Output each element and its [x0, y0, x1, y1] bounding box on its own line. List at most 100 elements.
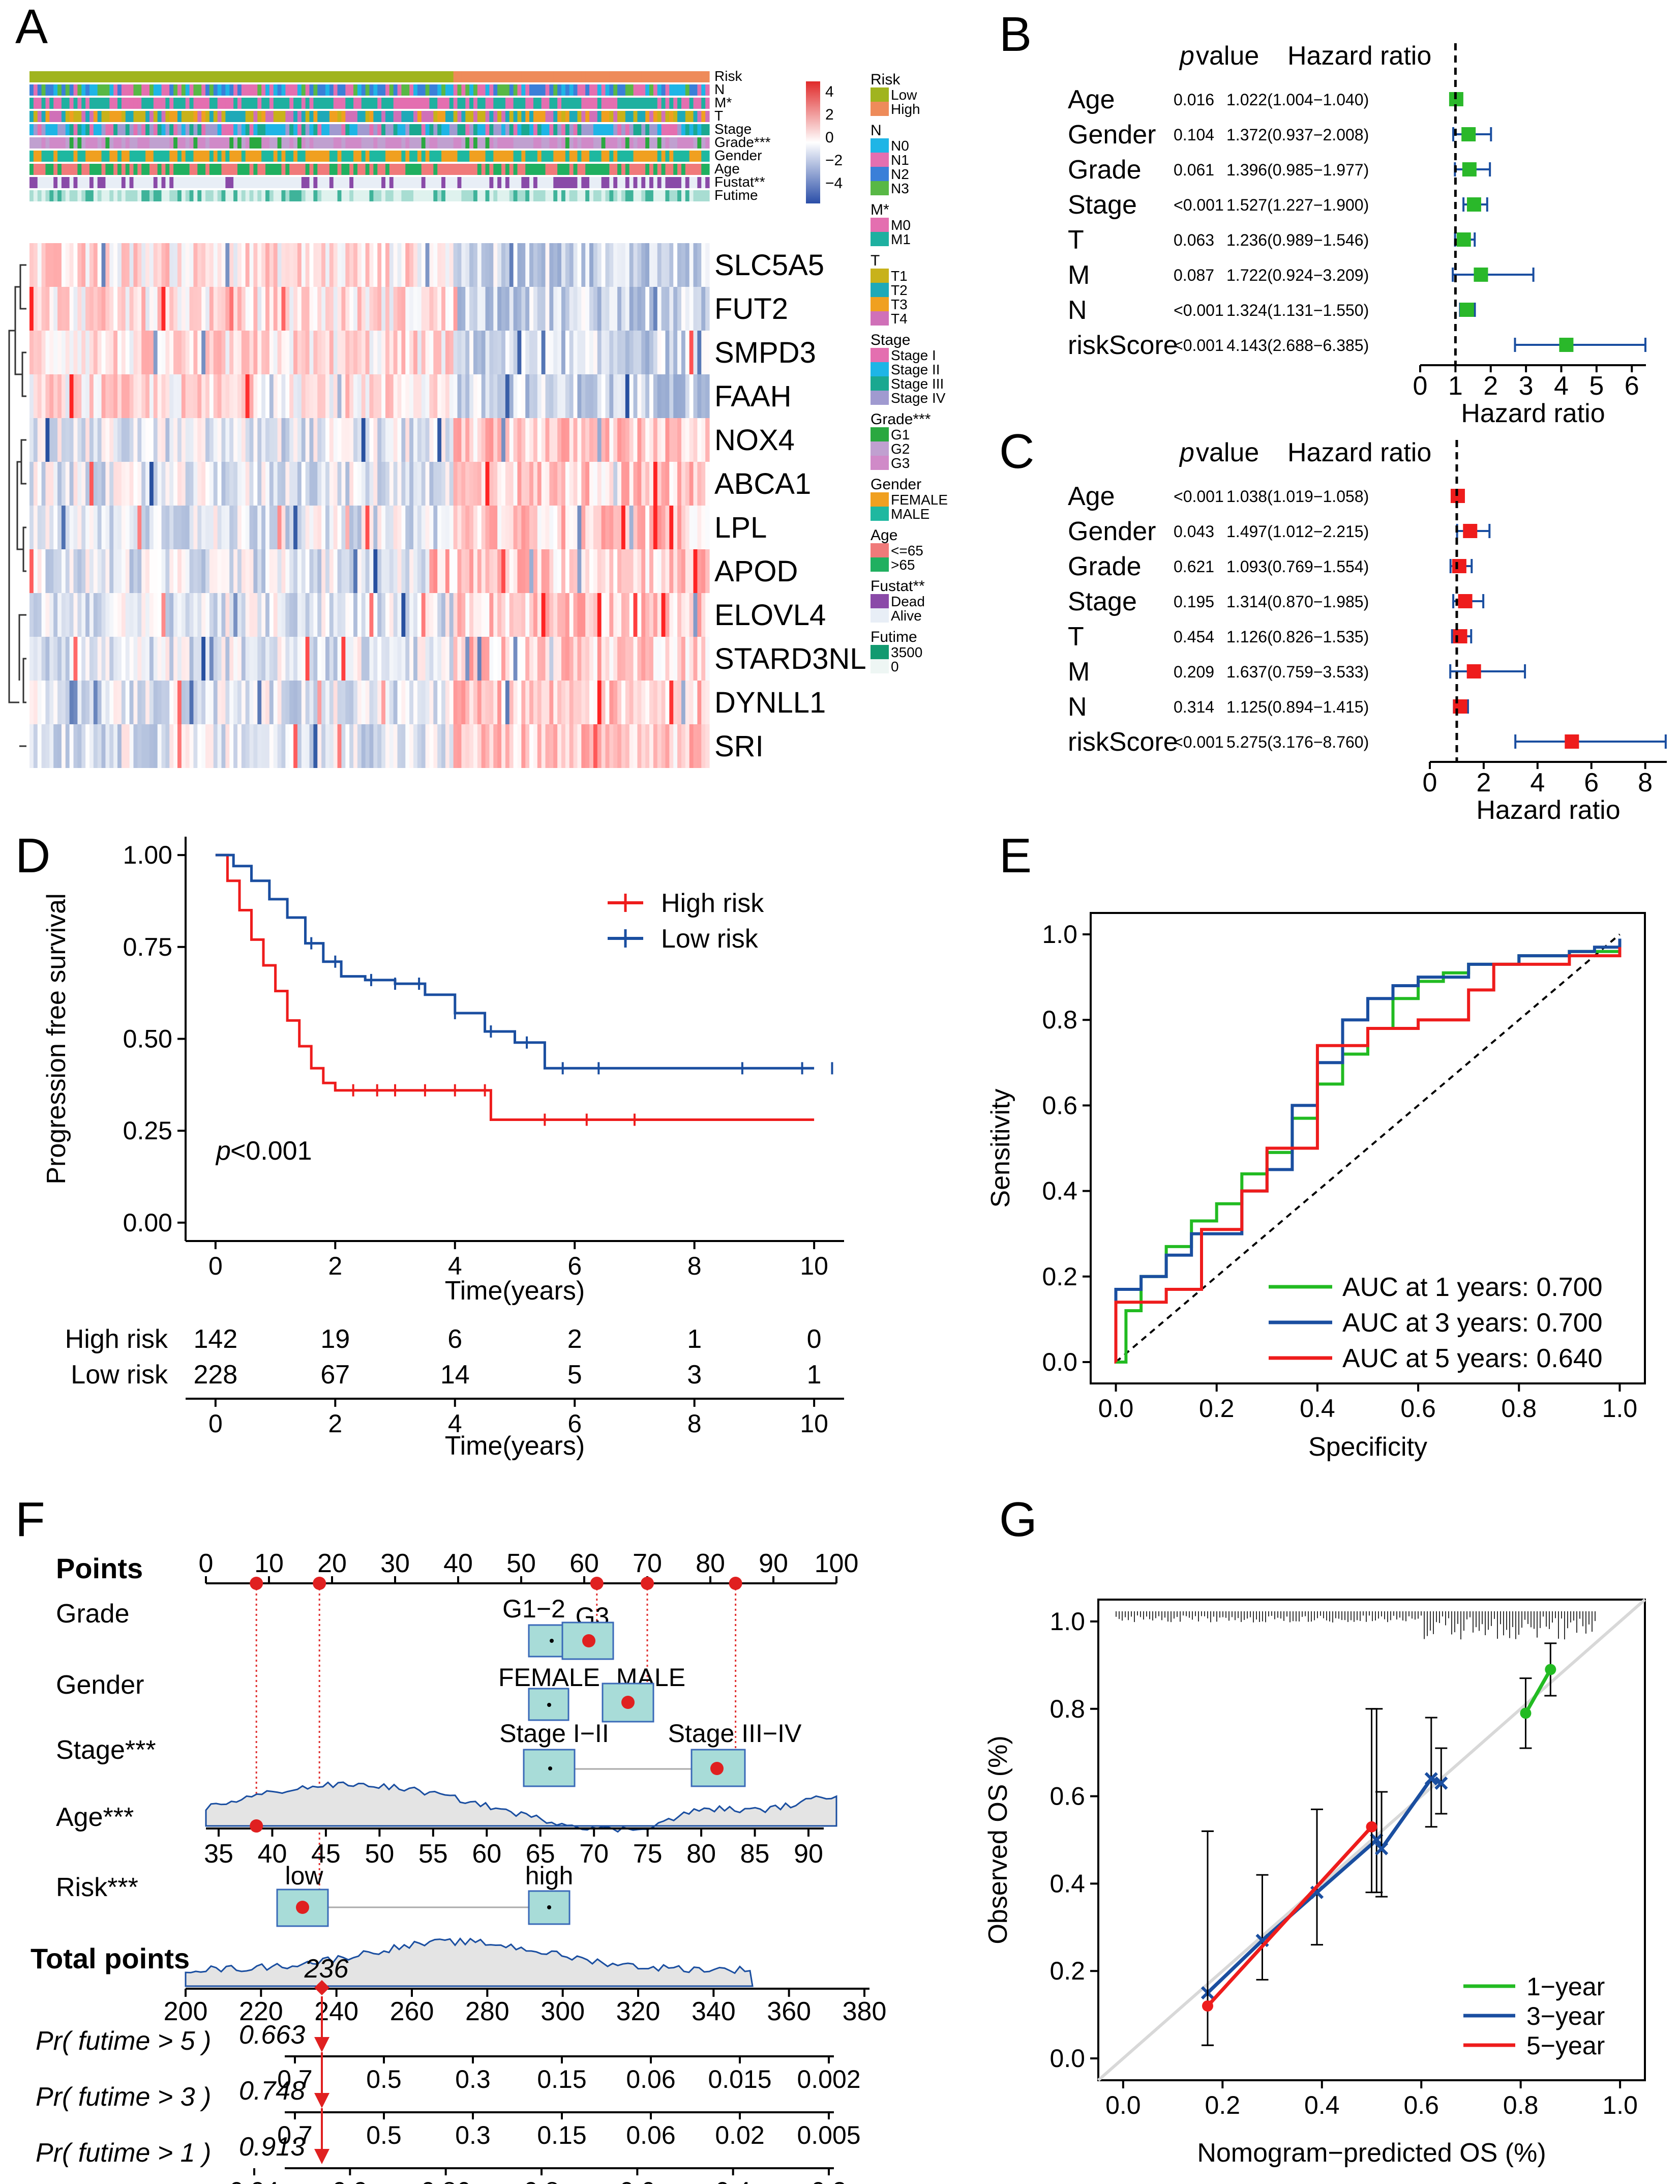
heatmap-cell — [93, 374, 98, 418]
heatmap-cell — [457, 462, 462, 506]
heatmap-cell — [341, 506, 346, 549]
row-hr-text: 1.372(0.937−2.008) — [1226, 126, 1369, 144]
annotation-cell — [549, 84, 554, 96]
annotation-cell — [697, 177, 702, 188]
annotation-cell — [581, 111, 586, 122]
heatmap-cell — [109, 462, 114, 506]
annotation-cell — [545, 151, 550, 162]
col-header-pvalue: value — [1196, 438, 1259, 467]
heatmap-cell — [105, 724, 110, 768]
heatmap-cell — [389, 374, 394, 418]
heatmap-cell — [401, 681, 406, 724]
heatmap-cell — [249, 374, 254, 418]
annotation-cell — [449, 190, 454, 201]
annotation-cell — [189, 151, 194, 162]
heatmap-cell — [357, 374, 362, 418]
heatmap-cell — [669, 681, 674, 724]
annotation-cell — [565, 177, 570, 188]
annotation-cell — [665, 190, 670, 201]
annotation-cell — [653, 71, 658, 82]
legend-label: Stage III — [891, 376, 944, 392]
annotation-cell — [429, 190, 434, 201]
annotation-cell — [473, 111, 478, 122]
annotation-cell — [209, 124, 214, 135]
heatmap-cell — [321, 331, 326, 374]
row-label: Grade — [56, 1599, 130, 1629]
annotation-cell — [277, 98, 282, 109]
heatmap-cell — [677, 681, 682, 724]
heatmap-cell — [597, 593, 602, 637]
annotation-cell — [297, 137, 302, 149]
annotation-cell — [285, 124, 290, 135]
annotation-cell — [449, 177, 454, 188]
legend-label: T2 — [891, 282, 908, 298]
heatmap-cell — [345, 506, 350, 549]
heatmap-cell — [73, 331, 78, 374]
heatmap-cell — [469, 331, 474, 374]
heatmap-cell — [185, 506, 190, 549]
annotation-cell — [169, 98, 174, 109]
annotation-cell — [305, 111, 310, 122]
annotation-cell — [93, 98, 98, 109]
heatmap-cell — [217, 681, 222, 724]
annotation-cell — [117, 71, 122, 82]
selected-level-marker — [582, 1634, 595, 1647]
heatmap-cell — [533, 637, 538, 681]
heatmap-cell — [253, 374, 258, 418]
heatmap-cell — [185, 549, 190, 593]
heatmap-cell — [385, 506, 390, 549]
annotation-cell — [73, 71, 78, 82]
annotation-cell — [397, 177, 402, 188]
heatmap-cell — [397, 637, 402, 681]
heatmap-cell — [257, 549, 262, 593]
heatmap-cell — [613, 243, 618, 287]
annotation-cell — [661, 84, 666, 96]
annotation-cell — [105, 164, 110, 175]
annotation-cell — [565, 190, 570, 201]
heatmap-cell — [665, 418, 670, 462]
heatmap-cell — [337, 331, 342, 374]
annotation-cell — [437, 177, 442, 188]
annotation-cell — [329, 190, 334, 201]
heatmap-cell — [525, 243, 530, 287]
annotation-cell — [385, 98, 390, 109]
heatmap-cell — [625, 287, 630, 331]
annotation-cell — [241, 190, 246, 201]
annotation-cell — [693, 177, 698, 188]
heatmap-cell — [581, 418, 586, 462]
heatmap-cell — [569, 681, 574, 724]
annotation-cell — [73, 124, 78, 135]
heatmap-cell — [625, 549, 630, 593]
heatmap-cell — [421, 462, 426, 506]
annotation-cell — [633, 84, 638, 96]
annotation-cell — [389, 190, 394, 201]
heatmap-cell — [449, 549, 454, 593]
annotation-cell — [45, 177, 50, 188]
annotation-cell — [505, 151, 510, 162]
heatmap-cell — [425, 593, 430, 637]
annotation-cell — [37, 71, 42, 82]
heatmap-cell — [493, 549, 498, 593]
heatmap-cell — [265, 681, 270, 724]
annotation-cell — [417, 164, 422, 175]
heatmap-cell — [625, 331, 630, 374]
annotation-cell — [589, 84, 594, 96]
heatmap-cell — [209, 418, 214, 462]
gene-label: ABCA1 — [714, 467, 811, 500]
annotation-cell — [605, 190, 610, 201]
heatmap-cell — [85, 724, 90, 768]
heatmap-cell — [705, 462, 710, 506]
heatmap-cell — [217, 506, 222, 549]
annotation-cell — [533, 84, 538, 96]
annotation-cell — [81, 124, 86, 135]
heatmap-cell — [525, 637, 530, 681]
heatmap-cell — [257, 243, 262, 287]
heatmap-cell — [289, 418, 294, 462]
heatmap-cell — [229, 243, 234, 287]
heatmap-cell — [317, 593, 322, 637]
annotation-cell — [353, 151, 358, 162]
annotation-cell — [677, 137, 682, 149]
annotation-cell — [513, 190, 518, 201]
heatmap-cell — [441, 331, 446, 374]
annotation-cell — [365, 151, 370, 162]
